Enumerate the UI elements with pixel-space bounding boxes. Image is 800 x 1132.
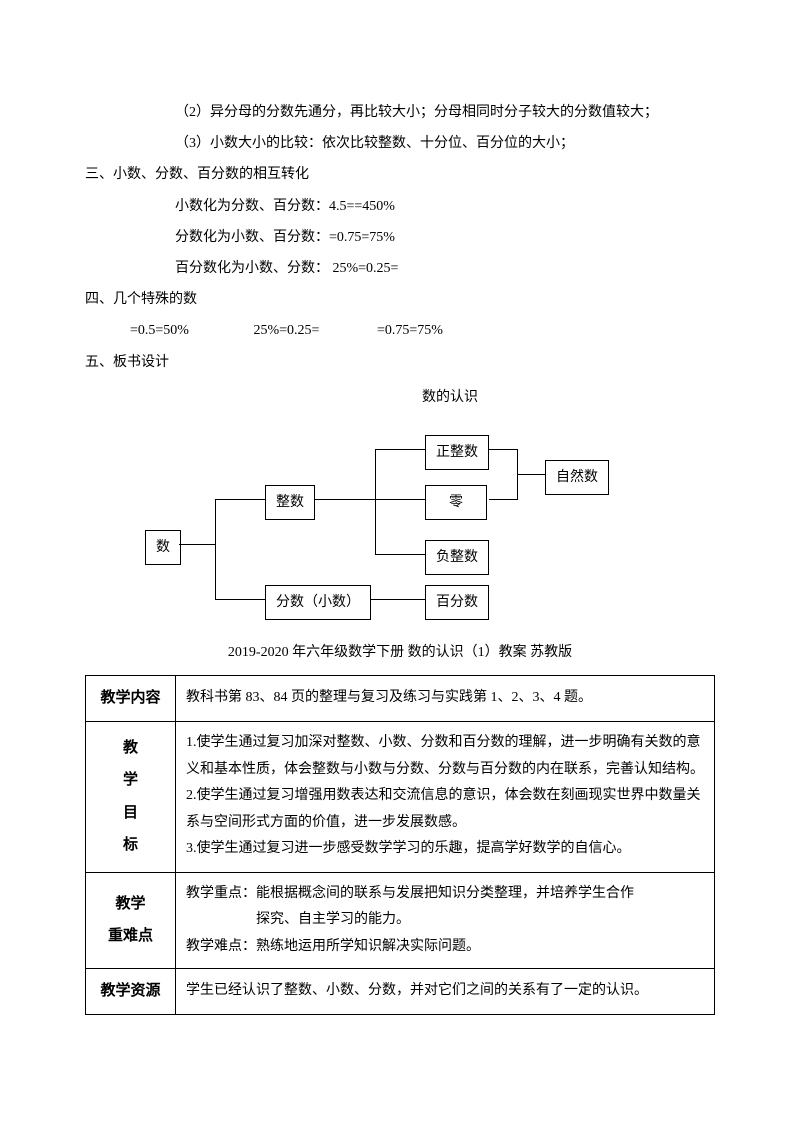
section-heading: 三、小数、分数、百分数的相互转化 [85,162,715,187]
paragraph-line: （3）小数大小的比较：依次比较整数、十分位、百分位的大小； [85,131,715,156]
section-heading: 五、板书设计 [85,350,715,375]
node-integer: 整数 [265,485,315,520]
label-line: 重难点 [96,922,165,951]
paragraph-line: 百分数化为小数、分数： 25%=0.25= [85,256,715,281]
connector [489,449,517,450]
connector [315,499,375,500]
keypoint-item: 教学难点：熟练地运用所学知识解决实际问题。 [186,934,704,961]
cell-content: 学生已经认识了整数、小数、分数，并对它们之间的关系有了一定的认识。 [176,969,715,1015]
node-root: 数 [145,530,181,565]
goal-item: 1.使学生通过复习加深对整数、小数、分数和百分数的理解，进一步明确有关数的意义和… [186,730,704,783]
keypoint-item: 教学重点：能根据概念间的联系与发展把知识分类整理，并培养学生合作 [186,881,704,908]
lesson-plan-table: 教学内容 教科书第 83、84 页的整理与复习及练习与实践第 1、2、3、4 题… [85,675,715,1015]
paragraph-line: 分数化为小数、百分数：=0.75=75% [85,225,715,250]
table-row: 教 学 目 标 1.使学生通过复习加深对整数、小数、分数和百分数的理解，进一步明… [86,721,715,872]
node-pos-integer: 正整数 [425,435,489,470]
table-row: 教学内容 教科书第 83、84 页的整理与复习及练习与实践第 1、2、3、4 题… [86,676,715,722]
connector [489,499,517,500]
cell-content: 教科书第 83、84 页的整理与复习及练习与实践第 1、2、3、4 题。 [176,676,715,722]
special-numbers-line: =0.5=50% 25%=0.25= =0.75=75% [85,318,715,343]
cell-label: 教学 重难点 [86,872,176,969]
label-char: 教 [96,734,165,763]
lesson-caption: 2019-2020 年六年级数学下册 数的认识（1）教案 苏教版 [85,640,715,665]
cell-label: 教学内容 [86,676,176,722]
label-line: 教学 [96,890,165,919]
cell-label: 教 学 目 标 [86,721,176,872]
cell-content: 1.使学生通过复习加深对整数、小数、分数和百分数的理解，进一步明确有关数的意义和… [176,721,715,872]
connector [375,554,425,555]
connector [215,599,265,600]
number-classification-diagram: 数 整数 分数（小数） 正整数 零 负整数 自然数 百分数 [145,425,645,625]
goal-item: 2.使学生通过复习增强用数表达和交流信息的意识，体会数在刻画现实世界中数量关系与… [186,783,704,836]
connector [215,499,216,599]
table-row: 教学资源 学生已经认识了整数、小数、分数，并对它们之间的关系有了一定的认识。 [86,969,715,1015]
node-zero: 零 [425,485,487,520]
special-val-2: 25%=0.25= [254,318,374,343]
node-fraction: 分数（小数） [265,585,371,620]
node-natural: 自然数 [545,460,609,495]
cell-label: 教学资源 [86,969,176,1015]
node-neg-integer: 负整数 [425,540,489,575]
label-char: 标 [96,831,165,860]
connector [215,499,265,500]
section-heading: 四、几个特殊的数 [85,287,715,312]
label-char: 目 [96,799,165,828]
connector [375,449,376,554]
diagram-title: 数的认识 [85,385,715,410]
goal-item: 3.使学生通过复习进一步感受数学学习的乐趣，提高学好数学的自信心。 [186,836,704,863]
special-val-3: =0.75=75% [377,318,497,343]
connector [371,599,425,600]
paragraph-line: 小数化为分数、百分数：4.5==450% [85,194,715,219]
connector [375,499,425,500]
cell-content: 教学重点：能根据概念间的联系与发展把知识分类整理，并培养学生合作 探究、自主学习… [176,872,715,969]
connector [179,544,215,545]
connector [517,474,545,475]
table-row: 教学 重难点 教学重点：能根据概念间的联系与发展把知识分类整理，并培养学生合作 … [86,872,715,969]
keypoint-item: 探究、自主学习的能力。 [186,907,704,934]
paragraph-line: （2）异分母的分数先通分，再比较大小；分母相同时分子较大的分数值较大； [85,100,715,125]
special-val-1: =0.5=50% [130,318,250,343]
label-char: 学 [96,766,165,795]
node-percent: 百分数 [425,585,489,620]
connector [375,449,425,450]
